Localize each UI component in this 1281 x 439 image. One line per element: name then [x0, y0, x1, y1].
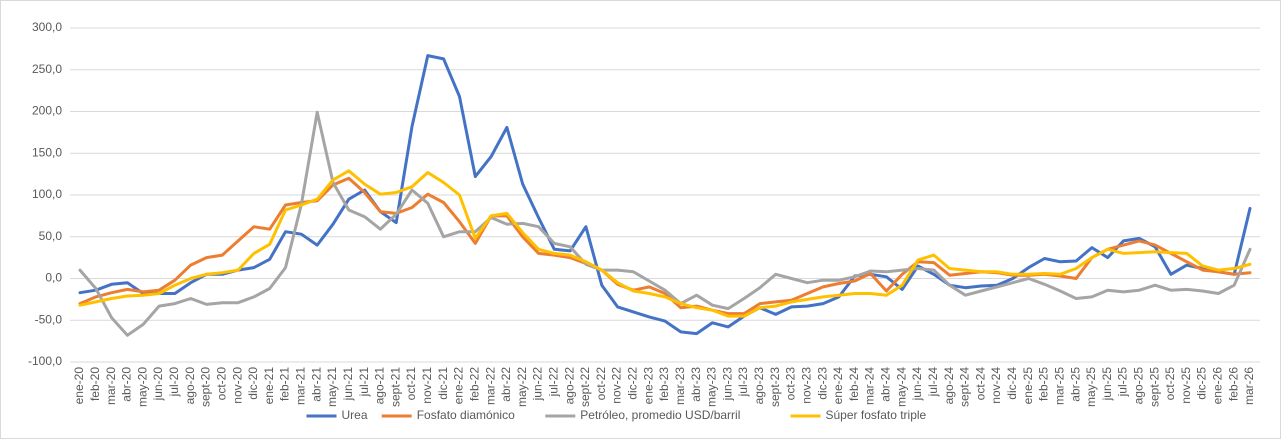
x-tick-label: dic-21: [436, 367, 450, 400]
x-tick-label: abr-25: [1068, 367, 1082, 402]
x-tick-label: ago-22: [562, 367, 576, 405]
x-tick-label: ene-22: [452, 367, 466, 405]
x-tick-label: oct-20: [214, 367, 228, 401]
x-tick-label: ene-21: [262, 367, 276, 405]
x-tick-label: oct-23: [784, 367, 798, 401]
x-tick-label: abr-21: [309, 367, 323, 402]
x-tick-label: nov-23: [799, 367, 813, 404]
x-tick-label: jun-23: [720, 367, 734, 402]
x-tick-label: mar-21: [294, 367, 308, 405]
x-tick-label: oct-22: [594, 367, 608, 401]
x-tick-label: may-20: [135, 367, 149, 407]
x-tick-label: jul-25: [1116, 367, 1130, 398]
legend-label: Urea: [342, 408, 368, 422]
x-tick-label: ago-25: [1131, 367, 1145, 405]
x-tick-label: feb-20: [88, 367, 102, 401]
x-tick-label: jul-24: [926, 367, 940, 398]
x-tick-label: mar-26: [1242, 367, 1256, 405]
x-tick-label: ene-23: [641, 367, 655, 405]
x-tick-label: dic-20: [246, 367, 260, 400]
x-tick-label: nov-24: [989, 367, 1003, 404]
x-tick-label: ago-24: [942, 367, 956, 405]
x-tick-label: feb-21: [278, 367, 292, 401]
x-tick-label: mar-23: [673, 367, 687, 405]
x-tick-label: jul-20: [167, 367, 181, 398]
x-tick-label: abr-22: [499, 367, 513, 402]
x-tick-label: mar-22: [483, 367, 497, 405]
x-tick-label: ene-20: [72, 367, 86, 405]
y-tick-label: 0,0: [45, 271, 62, 285]
x-tick-label: mar-25: [1052, 367, 1066, 405]
x-tick-label: may-22: [515, 367, 529, 407]
legend-label: Fosfato diamónico: [417, 408, 515, 422]
x-tick-label: ago-21: [373, 367, 387, 405]
x-tick-label: jun-21: [341, 367, 355, 402]
x-tick-label: feb-23: [657, 367, 671, 401]
x-tick-label: may-24: [894, 367, 908, 407]
x-tick-label: jun-25: [1100, 367, 1114, 402]
y-tick-label: 200,0: [32, 104, 62, 118]
x-tick-label: jul-21: [357, 367, 371, 398]
x-tick-label: feb-25: [1037, 367, 1051, 401]
x-tick-label: jul-22: [546, 367, 560, 398]
x-tick-label: may-25: [1084, 367, 1098, 407]
x-tick-label: sept-21: [388, 367, 402, 407]
x-tick-label: abr-23: [689, 367, 703, 402]
x-tick-label: abr-24: [879, 367, 893, 402]
x-tick-label: sept-24: [958, 367, 972, 407]
x-tick-label: oct-25: [1163, 367, 1177, 401]
x-tick-label: nov-21: [420, 367, 434, 404]
x-tick-label: ago-23: [752, 367, 766, 405]
x-tick-label: ene-24: [831, 367, 845, 405]
x-tick-label: oct-24: [973, 367, 987, 401]
x-tick-label: abr-20: [120, 367, 134, 402]
x-tick-label: jun-24: [910, 367, 924, 402]
x-tick-label: may-23: [705, 367, 719, 407]
x-tick-label: mar-20: [104, 367, 118, 405]
x-tick-label: dic-24: [1005, 367, 1019, 400]
x-tick-label: nov-25: [1179, 367, 1193, 404]
legend-label: Súper fosfato triple: [826, 408, 927, 422]
x-tick-label: oct-21: [404, 367, 418, 401]
series-line: [78, 54, 1252, 336]
x-tick-label: dic-22: [626, 367, 640, 400]
x-tick-label: nov-20: [230, 367, 244, 404]
x-tick-label: dic-25: [1195, 367, 1209, 400]
x-tick-label: dic-23: [815, 367, 829, 400]
x-tick-label: may-21: [325, 367, 339, 407]
x-tick-label: sept-25: [1147, 367, 1161, 407]
x-tick-label: feb-26: [1226, 367, 1240, 401]
y-tick-label: 300,0: [32, 20, 62, 34]
x-tick-label: feb-22: [467, 367, 481, 401]
y-tick-label: 250,0: [32, 62, 62, 76]
series-line: [78, 169, 1252, 318]
x-tick-label: mar-24: [863, 367, 877, 405]
x-tick-label: ene-25: [1021, 367, 1035, 405]
y-tick-label: -100,0: [28, 354, 62, 368]
x-tick-label: feb-24: [847, 367, 861, 401]
y-tick-label: 50,0: [39, 229, 63, 243]
series-line: [78, 110, 1252, 337]
y-tick-label: 100,0: [32, 187, 62, 201]
legend-label: Petróleo, promedio USD/barril: [580, 408, 740, 422]
y-tick-label: -50,0: [35, 312, 63, 326]
y-tick-label: 150,0: [32, 145, 62, 159]
x-tick-label: jun-22: [531, 367, 545, 402]
x-tick-label: ene-26: [1211, 367, 1225, 405]
x-tick-label: jun-20: [151, 367, 165, 402]
x-tick-label: nov-22: [610, 367, 624, 404]
x-tick-label: sept-23: [768, 367, 782, 407]
x-tick-label: jul-23: [736, 367, 750, 398]
x-tick-label: sept-22: [578, 367, 592, 407]
x-tick-label: sept-20: [199, 367, 213, 407]
x-tick-label: ago-20: [183, 367, 197, 405]
